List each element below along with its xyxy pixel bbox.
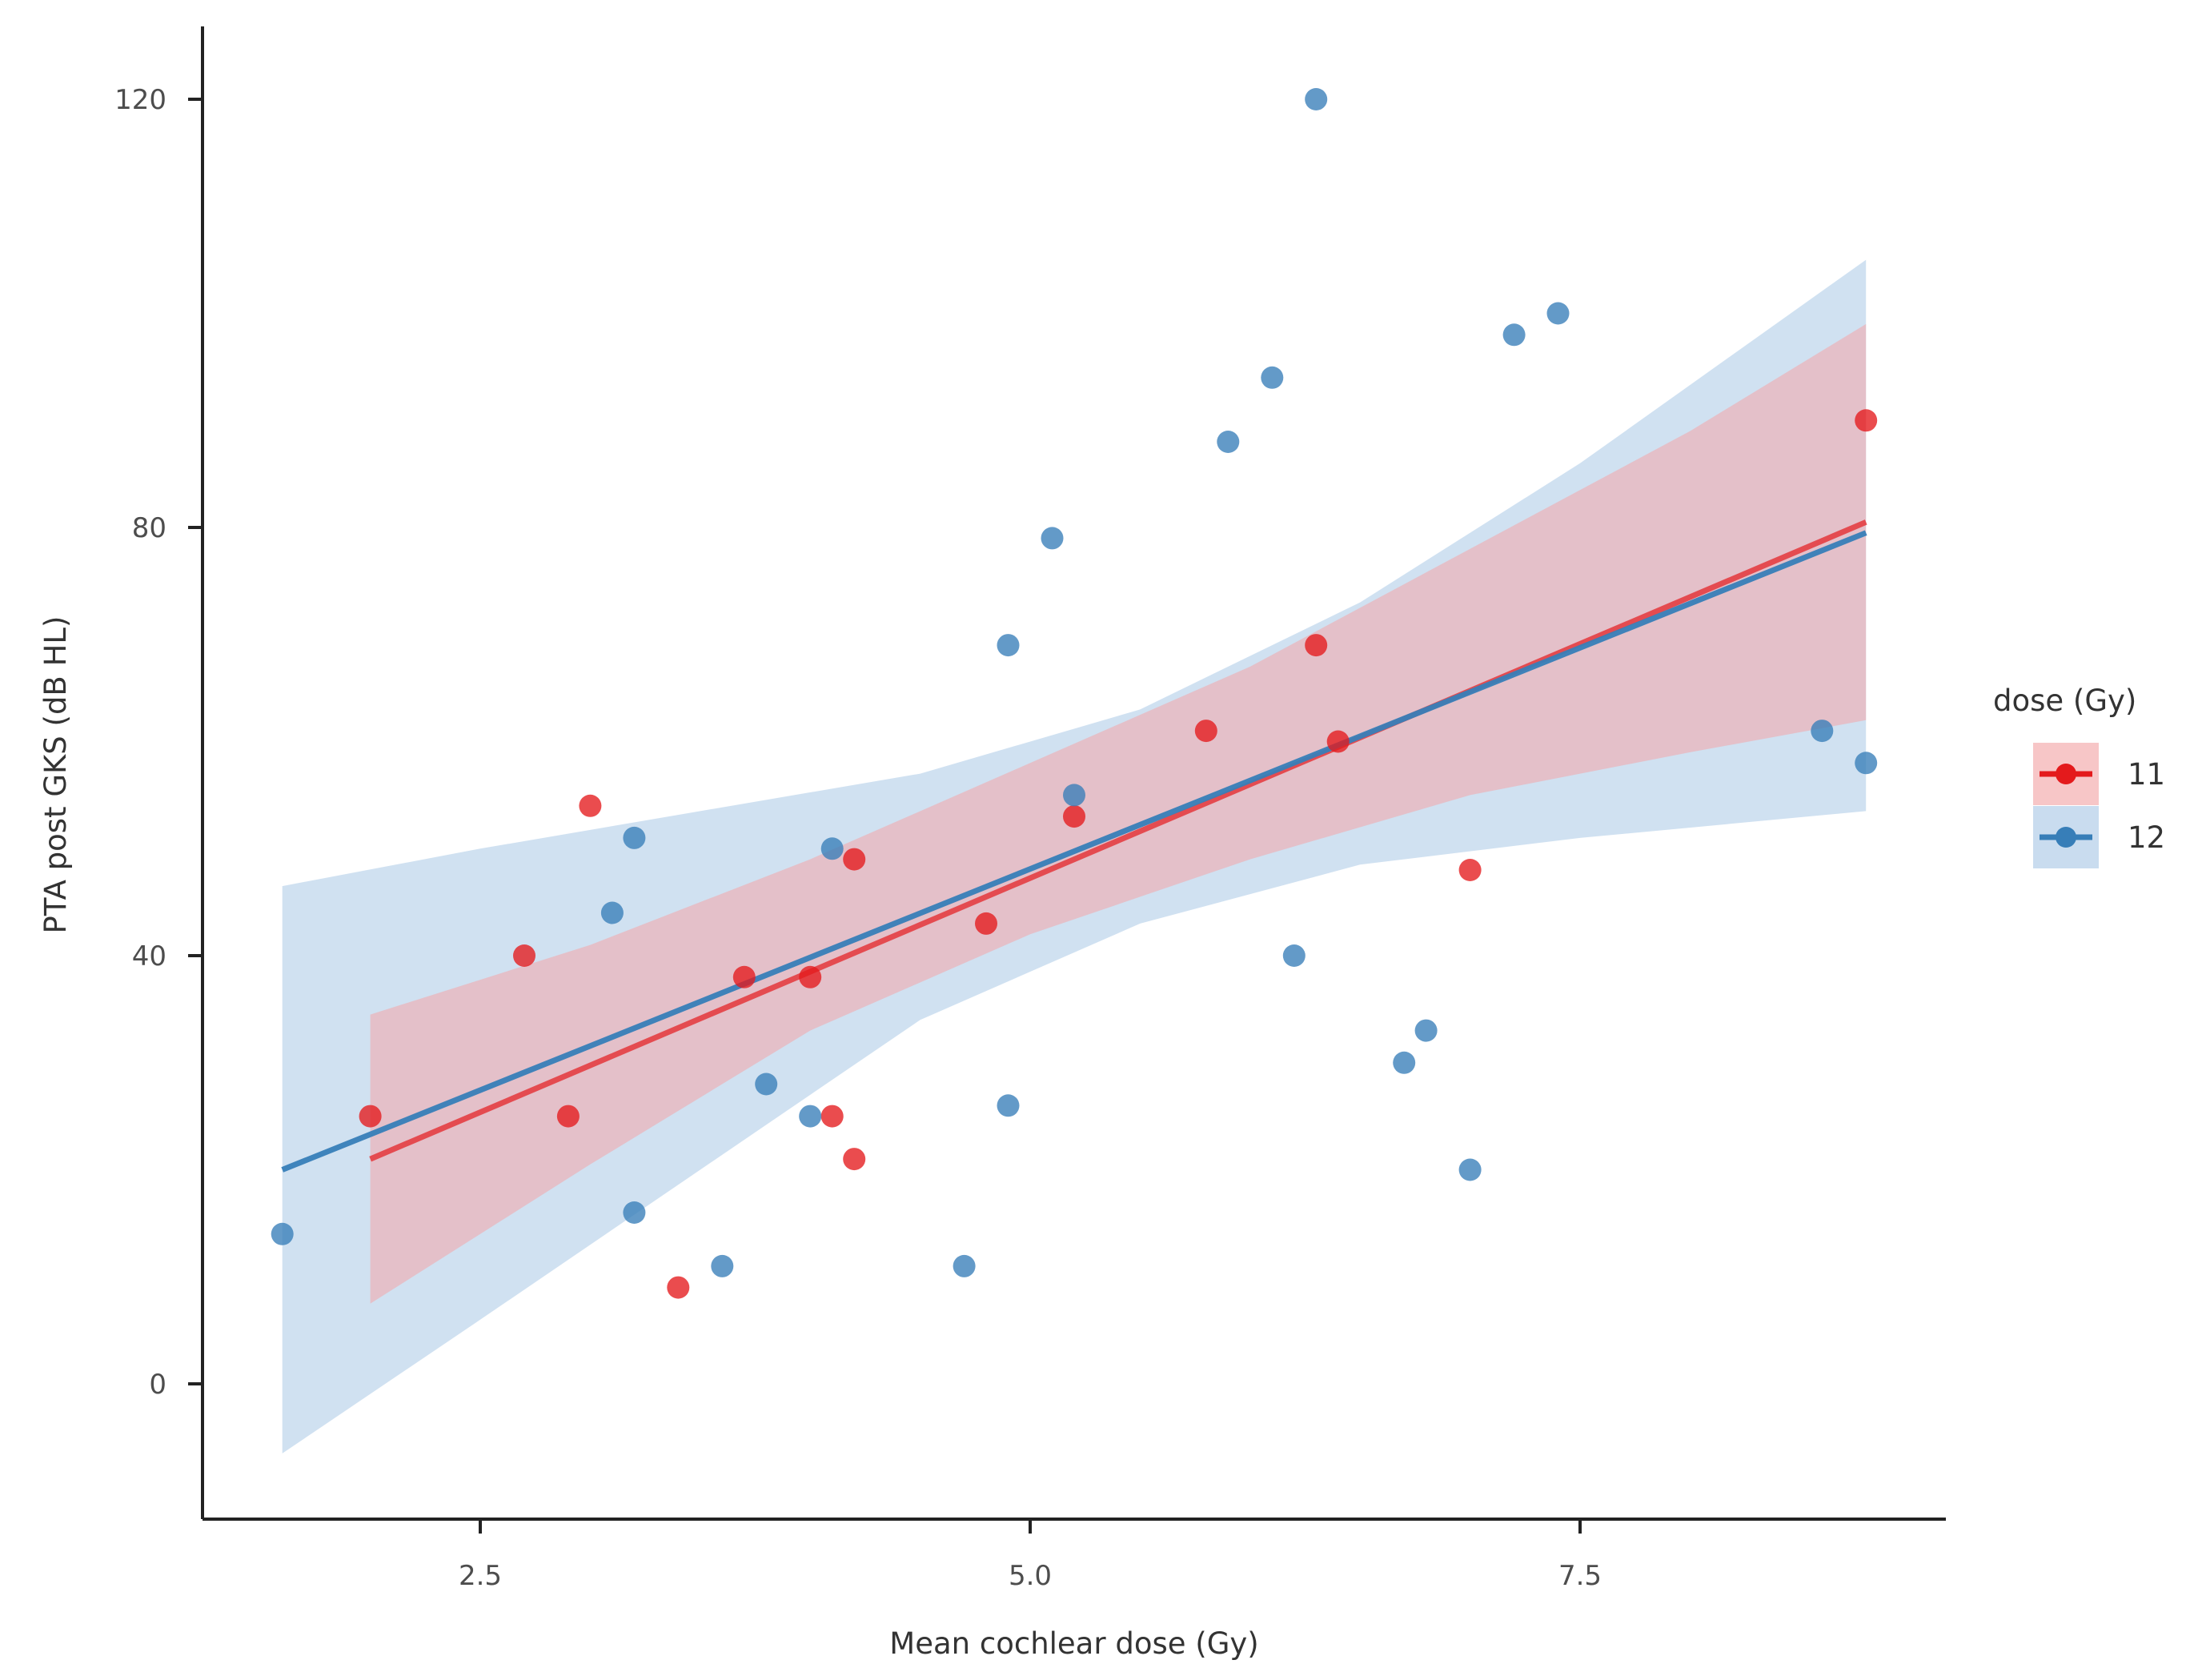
y-tick-label: 120 [114,84,166,116]
data-point-11 [1194,720,1217,743]
x-tick-label: 5.0 [1009,1560,1052,1592]
data-point-12 [755,1073,778,1096]
data-point-12 [799,1105,822,1128]
legend-entry-11: 11 [2033,743,2165,805]
data-point-12 [953,1254,976,1277]
legend: dose (Gy) 11 12 [1993,684,2165,868]
data-point-12 [1217,431,1240,453]
data-point-11 [820,1105,844,1128]
data-point-12 [1041,527,1064,550]
legend-key-point-11 [2056,764,2076,784]
fit-line-11 [369,519,1867,1162]
data-point-12 [711,1254,734,1277]
data-point-11 [1458,859,1482,881]
data-point-12 [1855,752,1878,775]
y-tick-label: 80 [132,512,166,544]
data-point-11 [1305,634,1328,657]
data-point-11 [1855,409,1878,432]
data-point-11 [556,1105,580,1128]
y-tick-label: 0 [149,1369,166,1401]
data-point-12 [997,1094,1020,1117]
y-ticks: 0 40 80 120 [114,84,203,1401]
data-point-12 [1502,323,1526,347]
data-point-11 [513,944,535,967]
legend-key-point-12 [2056,827,2076,848]
data-point-12 [1282,944,1306,967]
x-tick-label: 2.5 [459,1560,502,1592]
data-point-12 [1393,1051,1416,1074]
data-point-11 [732,965,756,988]
data-point-11 [667,1276,690,1299]
y-tick-label: 40 [132,940,166,972]
data-point-11 [843,848,866,871]
data-point-11 [1326,730,1350,753]
data-point-12 [623,826,646,849]
fit-lines [281,519,1867,1173]
data-point-11 [579,794,602,817]
fit-line-12 [281,530,1867,1173]
data-point-11 [975,912,997,935]
legend-label-12: 12 [2128,820,2165,855]
x-axis-title: Mean cochlear dose (Gy) [889,1626,1258,1661]
data-point-12 [1063,784,1085,807]
y-axis-title: PTA post GKS (dB HL) [38,616,73,934]
legend-label-11: 11 [2128,757,2165,792]
data-point-11 [359,1105,382,1128]
x-tick-label: 7.5 [1558,1560,1602,1592]
data-point-12 [600,901,624,924]
data-point-11 [843,1148,866,1171]
data-point-12 [997,634,1020,657]
data-point-12 [1458,1158,1482,1181]
confidence-band-11 [370,323,1867,1304]
x-ticks: 2.5 5.0 7.5 [459,1519,1602,1592]
data-points [271,88,1878,1299]
data-point-12 [1546,302,1570,325]
data-point-12 [820,837,844,860]
data-point-11 [799,965,822,988]
data-point-12 [623,1201,646,1224]
data-point-12 [1811,720,1834,743]
legend-entry-12: 12 [2033,806,2165,868]
data-point-11 [1063,805,1085,828]
legend-title: dose (Gy) [1993,684,2136,718]
data-point-12 [1261,366,1284,389]
data-point-12 [1414,1019,1438,1042]
data-point-12 [271,1222,294,1245]
data-point-12 [1305,88,1328,110]
